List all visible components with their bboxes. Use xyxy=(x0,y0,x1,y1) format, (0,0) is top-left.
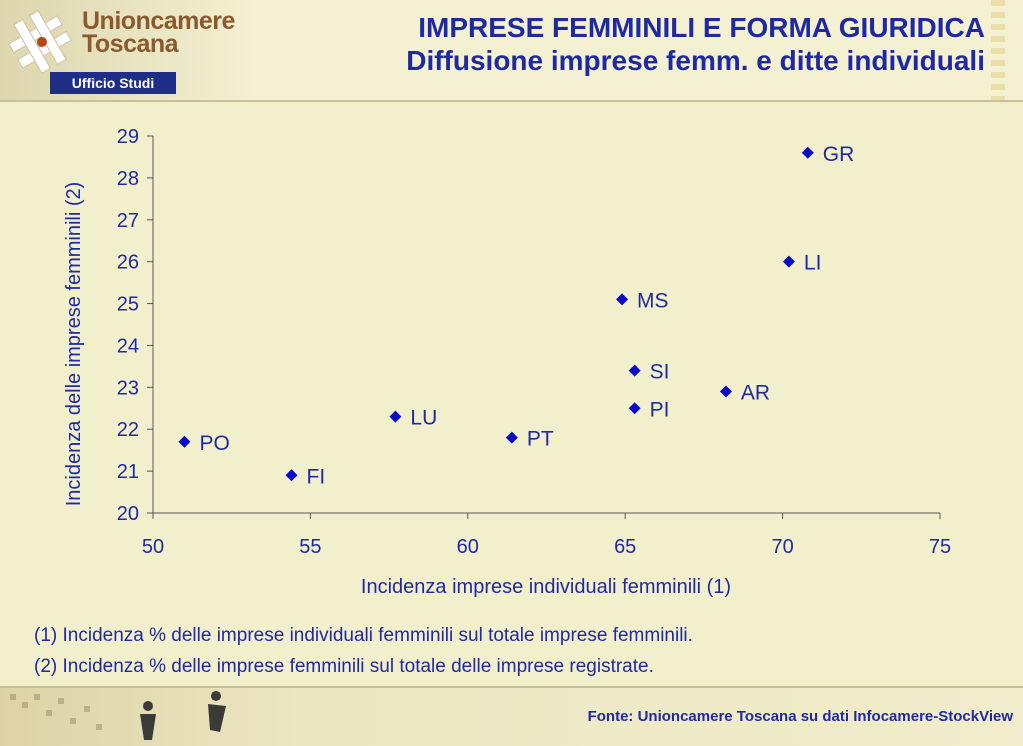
slide-subtitle: Diffusione imprese femm. e ditte individ… xyxy=(406,45,985,76)
data-point-pi xyxy=(628,402,641,415)
scatter-chart: 20 21 22 23 24 25 26 27 28 29 50 55 60 65 70 75 GR LI MS S… xyxy=(63,126,951,598)
decorative-strip xyxy=(991,0,1005,100)
chart-axes: 20 21 22 23 24 25 26 27 28 29 50 55 60 65 70 75 xyxy=(117,126,951,558)
y-tick-label: 22 xyxy=(117,419,139,441)
y-tick-label: 21 xyxy=(117,461,139,483)
data-point-fi xyxy=(285,469,298,482)
ufficio-studi-badge: Ufficio Studi xyxy=(50,72,176,94)
chart-points: GR LI MS SI AR PI LU PT PO FI xyxy=(178,143,855,488)
data-label-gr: GR xyxy=(823,143,855,166)
data-label-po: PO xyxy=(199,432,229,455)
title-box: IMPRESE FEMMINILI E FORMA GIURIDICA Diff… xyxy=(406,12,985,77)
data-point-ar xyxy=(719,385,732,398)
x-axis-label: Incidenza imprese individuali femminili … xyxy=(361,576,731,598)
data-label-ms: MS xyxy=(637,289,669,312)
y-tick-label: 26 xyxy=(117,252,139,274)
footnote-2: (2) Incidenza % delle imprese femminili … xyxy=(34,656,654,677)
x-tick-label: 65 xyxy=(614,536,636,558)
data-label-li: LI xyxy=(804,252,822,275)
data-point-li xyxy=(782,255,795,268)
data-point-si xyxy=(628,364,641,377)
y-tick-label: 20 xyxy=(117,503,139,525)
x-tick-label: 70 xyxy=(771,536,793,558)
data-label-si: SI xyxy=(650,361,670,384)
y-tick-label: 29 xyxy=(117,126,139,148)
y-tick-label: 24 xyxy=(117,335,139,357)
logo-line-2: Toscana xyxy=(82,30,179,58)
y-tick-label: 25 xyxy=(117,294,139,316)
y-axis-label: Incidenza delle imprese femminili (2) xyxy=(63,182,85,507)
x-tick-label: 60 xyxy=(457,536,479,558)
y-tick-label: 27 xyxy=(117,210,139,232)
data-point-ms xyxy=(616,293,629,306)
data-label-pt: PT xyxy=(527,428,554,451)
data-label-ar: AR xyxy=(741,382,770,405)
data-point-gr xyxy=(801,146,814,159)
data-point-lu xyxy=(389,410,402,423)
logo-icon xyxy=(8,10,72,74)
data-point-pt xyxy=(505,431,518,444)
y-tick-label: 23 xyxy=(117,377,139,399)
footnotes: (1) Incidenza % delle imprese individual… xyxy=(34,620,693,682)
logo-text: Unioncamere Toscana xyxy=(82,7,235,58)
data-label-pi: PI xyxy=(650,398,670,421)
y-tick-label: 28 xyxy=(117,168,139,190)
logo-line-1: Unioncamere xyxy=(82,7,235,35)
data-point-po xyxy=(178,435,191,448)
footer-decoration-icon xyxy=(10,691,226,740)
x-tick-label: 50 xyxy=(142,536,164,558)
source-note: Fonte: Unioncamere Toscana su dati Infoc… xyxy=(587,708,1013,725)
footnote-1: (1) Incidenza % delle imprese individual… xyxy=(34,625,693,646)
x-tick-label: 75 xyxy=(929,536,951,558)
slide-title: IMPRESE FEMMINILI E FORMA GIURIDICA xyxy=(418,12,985,43)
slide-footer: Fonte: Unioncamere Toscana su dati Infoc… xyxy=(0,686,1023,746)
x-tick-label: 55 xyxy=(299,536,321,558)
data-label-lu: LU xyxy=(410,407,437,430)
slide-header: Unioncamere Toscana Ufficio Studi IMPRES… xyxy=(0,0,1023,102)
data-label-fi: FI xyxy=(307,465,326,488)
